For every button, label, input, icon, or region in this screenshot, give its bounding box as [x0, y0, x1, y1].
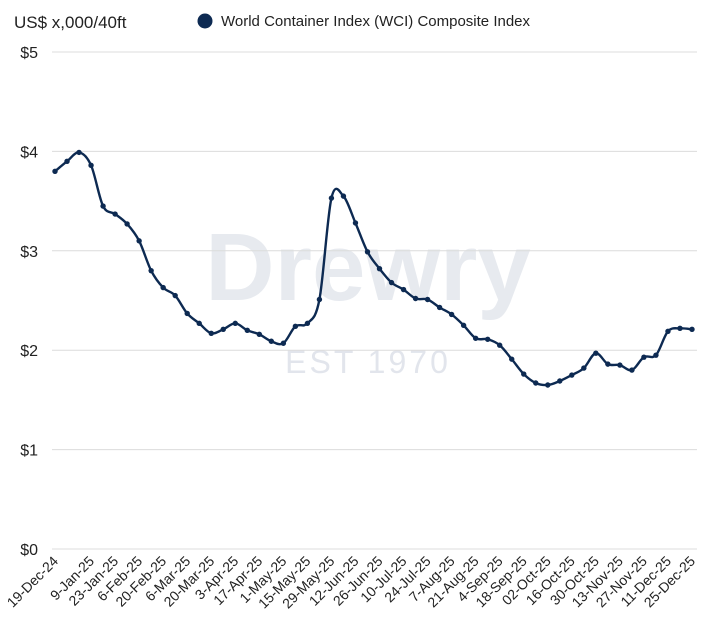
- data-point: [653, 352, 659, 358]
- y-axis-ticks: $0 $1 $2 $3 $4 $5: [20, 45, 38, 559]
- data-point: [605, 361, 611, 367]
- watermark: Drewry EST 1970: [205, 214, 531, 380]
- data-point: [641, 354, 647, 360]
- data-point: [220, 326, 226, 333]
- data-point: [268, 338, 275, 344]
- data-point: [581, 365, 587, 371]
- data-point: [280, 340, 287, 346]
- gridlines: [52, 51, 697, 550]
- series-wci: [52, 149, 695, 388]
- data-point: [677, 325, 683, 332]
- data-point: [112, 211, 118, 217]
- y-tick-label: $2: [20, 343, 38, 360]
- data-point: [148, 267, 154, 274]
- data-point: [629, 367, 635, 373]
- data-point: [124, 221, 130, 227]
- data-point: [376, 265, 383, 272]
- data-point: [521, 371, 527, 377]
- x-tick-label: 19-Dec-24: [4, 553, 62, 611]
- data-point: [424, 296, 431, 303]
- data-point: [172, 292, 178, 299]
- data-point: [184, 310, 190, 317]
- data-point: [256, 331, 263, 337]
- data-point: [569, 372, 575, 378]
- data-point: [545, 382, 551, 388]
- legend: World Container Index (WCI) Composite In…: [197, 13, 531, 30]
- data-point: [497, 342, 503, 348]
- data-point: [160, 284, 166, 291]
- data-point: [76, 149, 82, 156]
- y-tick-label: $5: [20, 45, 38, 62]
- data-point: [484, 336, 491, 342]
- data-point: [448, 311, 455, 318]
- watermark-est: EST 1970: [285, 344, 451, 380]
- y-tick-label: $3: [20, 244, 38, 261]
- y-tick-label: $1: [20, 443, 38, 460]
- y-axis-unit-label: US$ x,000/40ft: [14, 13, 127, 32]
- data-point: [412, 295, 419, 302]
- data-point: [340, 193, 347, 199]
- data-point: [244, 327, 250, 334]
- data-point: [136, 238, 142, 244]
- data-point: [100, 203, 106, 209]
- data-point: [232, 320, 238, 327]
- data-point: [617, 362, 623, 368]
- data-point: [52, 168, 58, 174]
- legend-label-wci: World Container Index (WCI) Composite In…: [221, 13, 531, 30]
- y-tick-label: $0: [20, 542, 38, 559]
- data-point: [509, 356, 515, 362]
- data-point: [436, 304, 443, 311]
- data-point: [460, 322, 467, 329]
- data-point: [292, 323, 299, 330]
- data-point: [328, 195, 335, 201]
- data-point: [388, 279, 395, 286]
- data-point: [196, 320, 202, 327]
- data-point: [557, 378, 563, 384]
- data-point: [352, 220, 359, 226]
- legend-marker-wci: [197, 13, 213, 29]
- data-point: [88, 162, 94, 169]
- data-point: [593, 350, 599, 356]
- data-point: [208, 330, 214, 336]
- y-tick-label: $4: [20, 144, 38, 161]
- data-point: [665, 328, 671, 335]
- data-point: [316, 296, 323, 303]
- data-point: [472, 335, 479, 341]
- data-point: [400, 286, 407, 293]
- data-point: [304, 320, 311, 327]
- data-point: [64, 158, 70, 165]
- data-point: [689, 326, 695, 333]
- data-point: [364, 249, 371, 255]
- watermark-brand: Drewry: [205, 214, 531, 321]
- x-axis-ticks: 19-Dec-249-Jan-2523-Jan-256-Feb-2520-Feb…: [4, 553, 699, 612]
- data-point: [533, 380, 539, 386]
